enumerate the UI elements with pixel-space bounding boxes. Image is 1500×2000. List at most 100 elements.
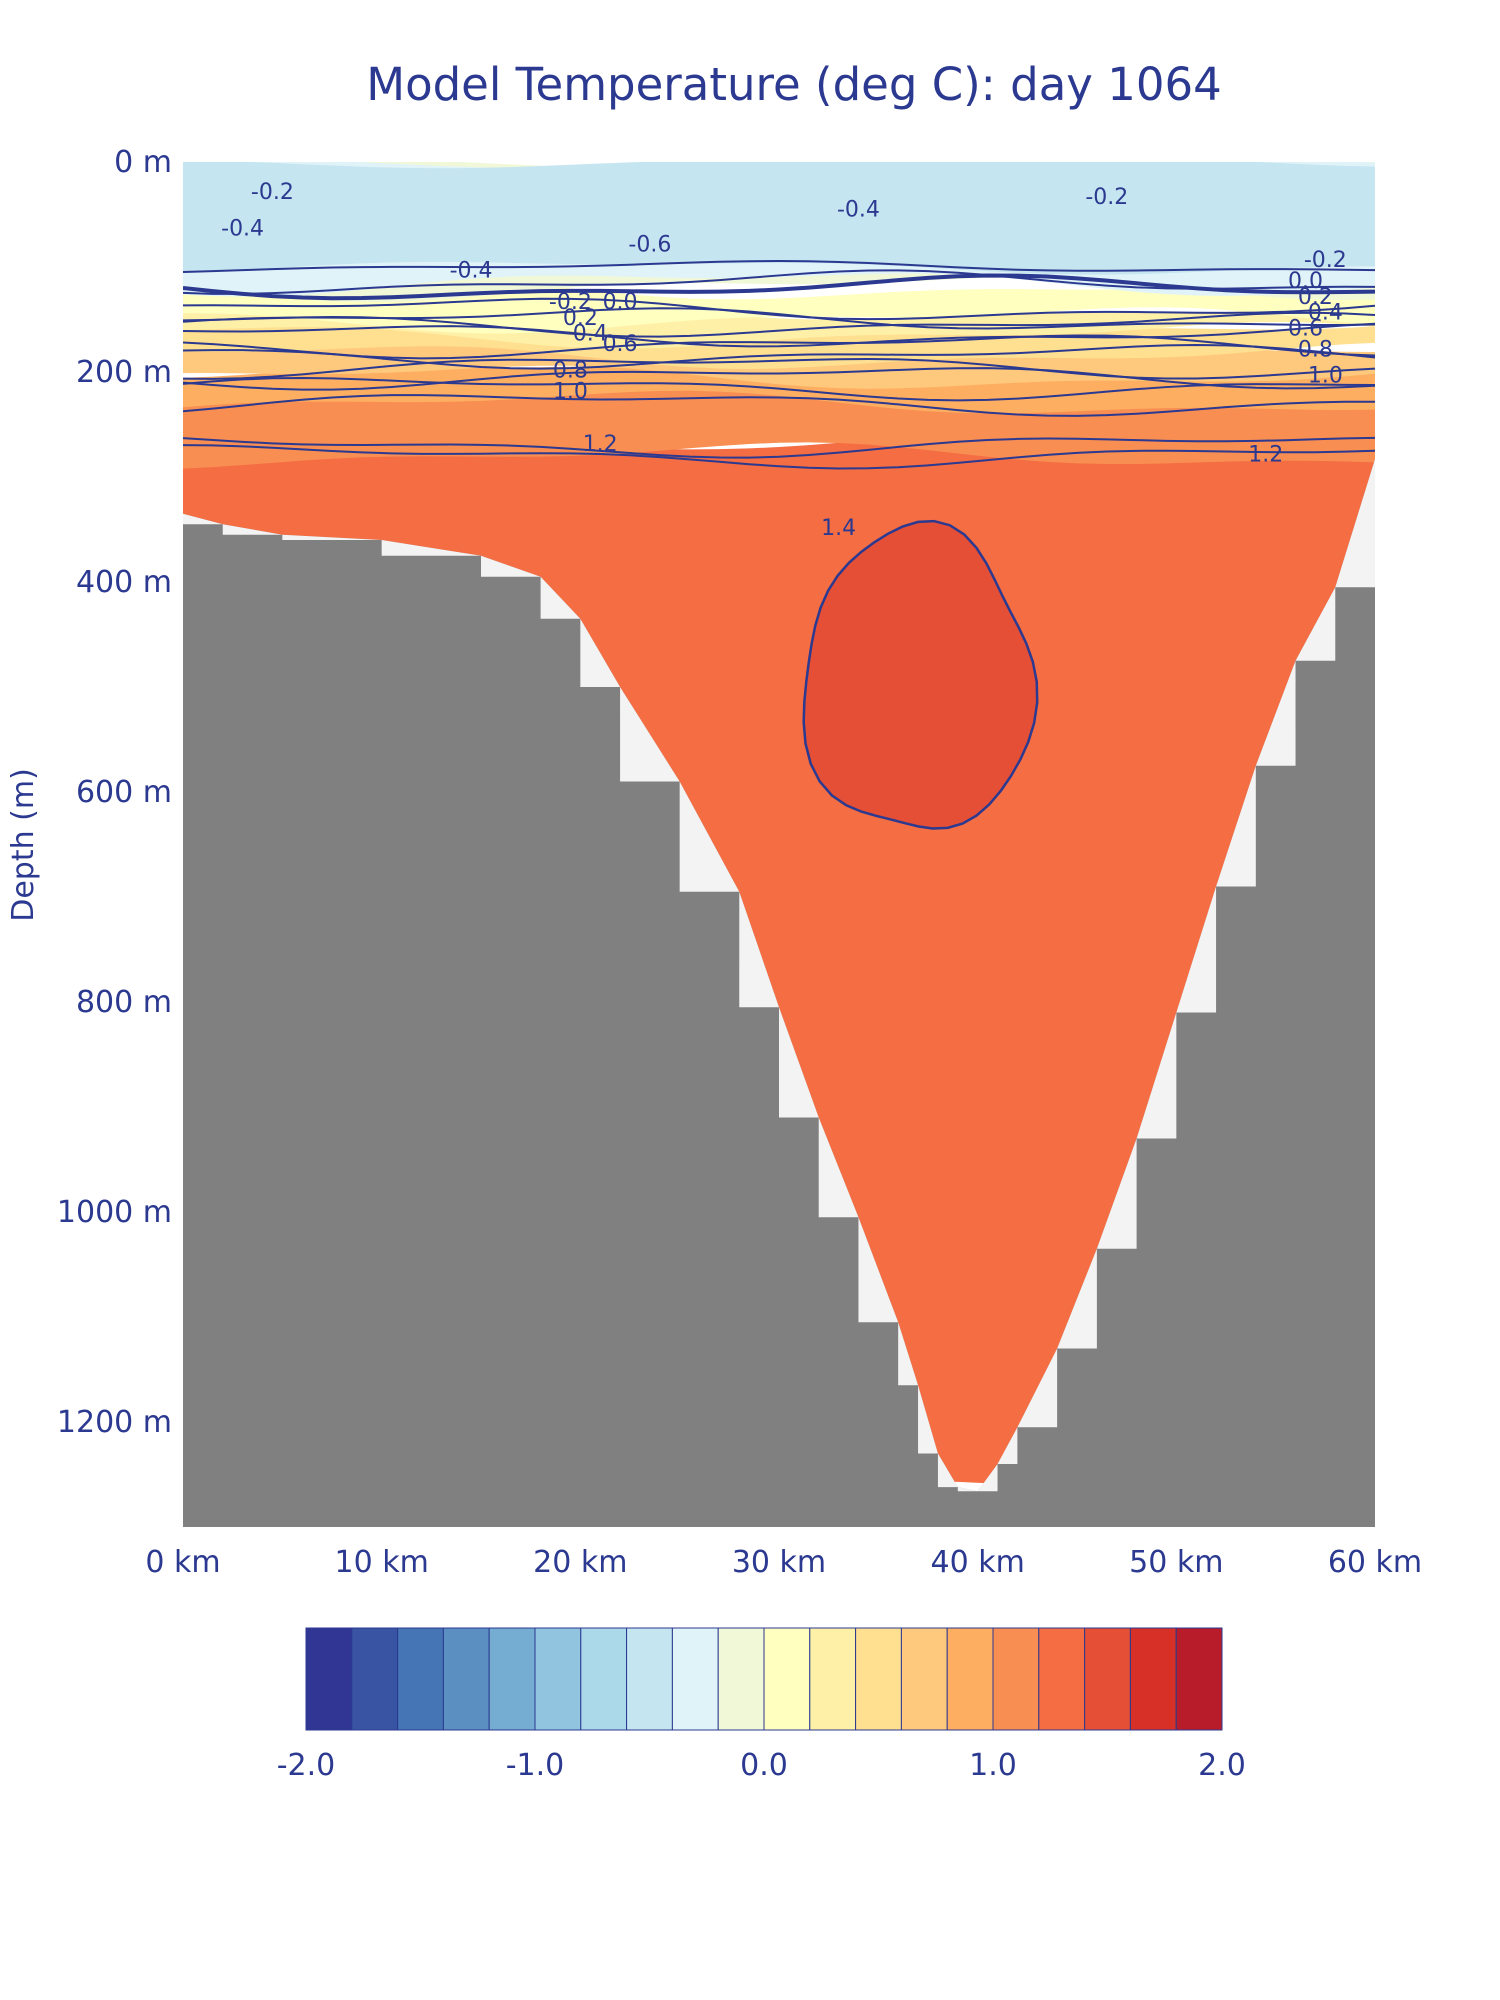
staircase-gap — [481, 555, 541, 577]
contour-label: 0.2 — [563, 306, 598, 331]
contour-label: 1.4 — [821, 516, 856, 541]
contour-label: 0.6 — [603, 332, 638, 357]
colorbar-swatch — [442, 1627, 490, 1731]
staircase-gap — [679, 781, 740, 892]
staircase-gap — [1255, 660, 1296, 766]
contour-label: -0.6 — [628, 232, 671, 257]
y-axis-label: Depth (m) — [6, 768, 41, 922]
contour-line — [183, 273, 1375, 301]
colorbar-swatch — [1084, 1627, 1131, 1731]
staircase-gap — [381, 540, 481, 556]
colorbar-swatch — [1175, 1627, 1223, 1731]
contour-lines — [183, 260, 1375, 470]
bathymetry-group — [183, 459, 1375, 1527]
x-tick-label: 20 km — [533, 1545, 627, 1580]
colorbar-tick-label: 1.0 — [969, 1748, 1017, 1783]
contour-line — [183, 376, 1375, 402]
colorbar-swatch — [397, 1627, 444, 1731]
contour-label: 0.4 — [1308, 301, 1343, 326]
colorbar-swatch — [580, 1627, 628, 1731]
contour-label: 0.4 — [573, 322, 608, 347]
staircase-gap — [620, 687, 680, 782]
x-axis-ticks: 0 km 10 km 20 km 30 km 40 km 50 km 60 km — [145, 1545, 1422, 1580]
staircase-gap — [183, 513, 223, 525]
contour-line — [183, 322, 1375, 348]
y-tick-label: 200 m — [76, 355, 172, 390]
staircase-gap — [540, 576, 581, 619]
contour-label: -0.4 — [837, 198, 880, 223]
y-tick-label: 0 m — [114, 145, 172, 180]
staircase-gap — [1216, 765, 1256, 887]
warm-core-group — [802, 519, 1039, 830]
contour-line — [183, 436, 1375, 459]
contour-label: 0.0 — [1288, 269, 1323, 294]
contour-line — [183, 394, 1375, 417]
staircase-gap — [1335, 459, 1375, 588]
staircase-gap — [1057, 1248, 1097, 1349]
staircase-gap — [1295, 587, 1336, 661]
colorbar-swatch — [488, 1627, 536, 1731]
x-tick-label: 0 km — [145, 1545, 220, 1580]
colorbar — [305, 1627, 1223, 1731]
x-tick-label: 30 km — [732, 1545, 826, 1580]
staircase-gap — [739, 891, 779, 1008]
contour-line — [183, 357, 1375, 380]
contour-line — [183, 311, 1375, 338]
y-tick-label: 400 m — [76, 565, 172, 600]
grid-staircase — [183, 459, 1375, 1492]
colorbar-swatch — [992, 1627, 1040, 1731]
x-tick-label: 50 km — [1129, 1545, 1223, 1580]
staircase-gap — [1176, 886, 1217, 1013]
x-tick-label: 60 km — [1328, 1545, 1422, 1580]
colorbar-tick-label: -2.0 — [277, 1748, 336, 1783]
staircase-gap — [1017, 1348, 1058, 1428]
contour-label: 0.6 — [1288, 316, 1323, 341]
colorbar-swatch — [1129, 1627, 1177, 1731]
x-tick-label: 40 km — [931, 1545, 1025, 1580]
contour-label: 0.8 — [553, 358, 588, 383]
contour-label: -0.2 — [1304, 248, 1347, 273]
chart-title: Model Temperature (deg C): day 1064 — [366, 58, 1221, 111]
contour-label: -0.4 — [221, 217, 264, 242]
staircase-gap — [222, 524, 283, 535]
colorbar-swatch — [717, 1627, 765, 1731]
staircase-gap — [918, 1385, 938, 1454]
colorbar-swatch — [855, 1627, 902, 1731]
colorbar-swatch — [534, 1627, 582, 1731]
colorbar-swatch — [671, 1627, 719, 1731]
staircase-gap — [937, 1453, 958, 1488]
staircase-gap — [779, 1007, 819, 1118]
colorbar-swatch — [809, 1627, 857, 1731]
contour-line — [183, 334, 1375, 360]
contour-label: -0.4 — [450, 259, 493, 284]
staircase-gap — [997, 1427, 1018, 1464]
contour-label: 0.2 — [1298, 285, 1333, 310]
staircase-gap — [898, 1322, 919, 1386]
y-axis-ticks: 0 m 200 m 400 m 600 m 800 m 1000 m 1200 m — [57, 145, 172, 1440]
staircase-gap — [580, 618, 621, 687]
plot-area — [183, 162, 1375, 1527]
contour-label: 0.0 — [603, 290, 638, 315]
y-tick-label: 1200 m — [57, 1405, 172, 1440]
colorbar-swatch — [305, 1627, 353, 1731]
colorbar-swatch — [626, 1627, 673, 1731]
staircase-gap — [957, 1487, 978, 1492]
warm-core — [802, 519, 1039, 830]
contour-line — [183, 260, 1375, 274]
contour-label: 1.0 — [1308, 364, 1343, 389]
staircase-gap — [282, 534, 382, 540]
contour-line — [183, 367, 1375, 391]
staircase-gap — [1136, 1012, 1177, 1139]
staircase-gap — [818, 1117, 859, 1218]
colorbar-tick-labels: -2.0 -1.0 0.0 1.0 2.0 — [277, 1748, 1246, 1783]
contour-label: -0.2 — [1085, 185, 1128, 210]
staircase-gap — [977, 1464, 998, 1492]
y-tick-label: 1000 m — [57, 1195, 172, 1230]
contour-label: 1.2 — [1248, 442, 1283, 467]
colorbar-swatch — [900, 1627, 948, 1731]
colorbar-swatch — [763, 1627, 811, 1731]
contour-label: 1.2 — [583, 432, 618, 457]
x-tick-label: 10 km — [335, 1545, 429, 1580]
contour-labels: -0.2-0.4-0.6-0.4-0.4-0.2-0.2 0.00.20.40.6… — [221, 180, 1347, 541]
